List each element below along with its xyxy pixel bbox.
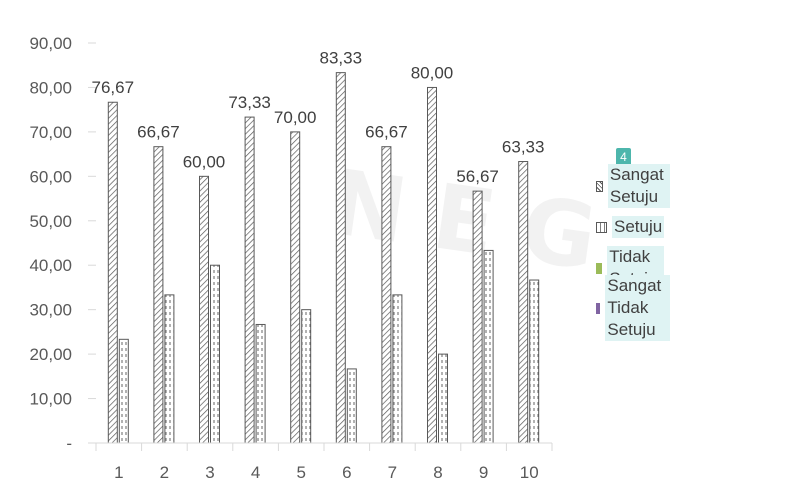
bar-setuju xyxy=(392,294,403,444)
legend-badge: 4 xyxy=(616,148,631,166)
data-label: 66,67 xyxy=(137,123,180,142)
bar-setuju xyxy=(346,368,357,444)
y-tick-label: 50,00 xyxy=(29,212,72,231)
x-tick-label: 4 xyxy=(251,463,260,482)
bar-sangat-setuju xyxy=(427,86,437,444)
bar-setuju xyxy=(118,338,129,444)
bar-setuju xyxy=(164,294,175,444)
legend-swatch-dotted xyxy=(596,221,607,233)
x-tick-label: 8 xyxy=(433,463,442,482)
bar-sangat-setuju xyxy=(335,72,346,444)
data-label: 73,33 xyxy=(228,93,271,112)
data-labels-group: 76,6766,6760,0073,3370,0083,3366,6780,00… xyxy=(92,49,545,186)
y-tick-label: 10,00 xyxy=(29,390,72,409)
data-label: 60,00 xyxy=(183,152,226,171)
legend-swatch-hatch xyxy=(596,180,603,192)
y-tick-label: 80,00 xyxy=(29,78,72,97)
legend-item-sangat-setuju: Sangat Setuju xyxy=(596,164,670,208)
x-tick-label: 7 xyxy=(388,463,397,482)
legend-item-setuju: Setuju xyxy=(596,215,665,239)
bar-setuju xyxy=(301,309,312,444)
bar-setuju xyxy=(255,323,266,444)
x-tick-label: 2 xyxy=(160,463,169,482)
legend-label: Sangat Tidak Setuju xyxy=(605,275,670,341)
x-axis-ticks: 1 2 3 4 5 6 7 8 9 10 xyxy=(95,443,553,482)
legend-label: Sangat Setuju xyxy=(607,164,670,208)
y-tick-label: 70,00 xyxy=(29,123,72,142)
x-tick-label: 9 xyxy=(479,463,488,482)
bar-sangat-setuju xyxy=(199,175,209,444)
data-label: 66,67 xyxy=(365,123,408,142)
y-tick-label: 20,00 xyxy=(29,345,72,364)
bar-setuju xyxy=(483,249,494,444)
bar-setuju xyxy=(210,264,220,444)
bar-sangat-setuju xyxy=(153,146,164,444)
y-tick-label: 30,00 xyxy=(29,301,72,320)
y-tick-label: 60,00 xyxy=(29,167,72,186)
bar-sangat-setuju xyxy=(381,146,392,444)
bar-setuju xyxy=(529,279,540,444)
x-tick-label: 5 xyxy=(296,463,305,482)
bar-sangat-setuju xyxy=(244,116,255,444)
data-label: 56,67 xyxy=(456,167,499,186)
data-label: 76,67 xyxy=(92,78,135,97)
legend-item-sangat-tidak-setuju: Sangat Tidak Setuju xyxy=(596,275,670,341)
bar-sangat-setuju xyxy=(518,161,529,444)
legend-swatch-green xyxy=(596,262,603,274)
legend-swatch-purple xyxy=(596,302,601,314)
legend-label: Setuju xyxy=(612,216,665,238)
bar-sangat-setuju xyxy=(107,101,118,444)
bar-sangat-setuju xyxy=(290,131,301,444)
x-tick-label: 10 xyxy=(520,463,539,482)
x-tick-label: 6 xyxy=(342,463,351,482)
data-label: 80,00 xyxy=(411,63,454,82)
bar-sangat-setuju xyxy=(472,190,483,444)
bars-group xyxy=(107,72,540,444)
y-tick-label: - xyxy=(66,434,72,453)
bar-setuju xyxy=(438,353,448,444)
x-tick-label: 3 xyxy=(205,463,214,482)
data-label: 70,00 xyxy=(274,108,317,127)
data-label: 63,33 xyxy=(502,138,545,157)
x-tick-label: 1 xyxy=(114,463,123,482)
y-tick-label: 90,00 xyxy=(29,34,72,53)
data-label: 83,33 xyxy=(320,49,363,68)
y-tick-label: 40,00 xyxy=(29,256,72,275)
y-axis-ticks: - 10,00 20,00 30,00 40,00 50,00 60,00 70,00 80,0… xyxy=(29,34,96,453)
